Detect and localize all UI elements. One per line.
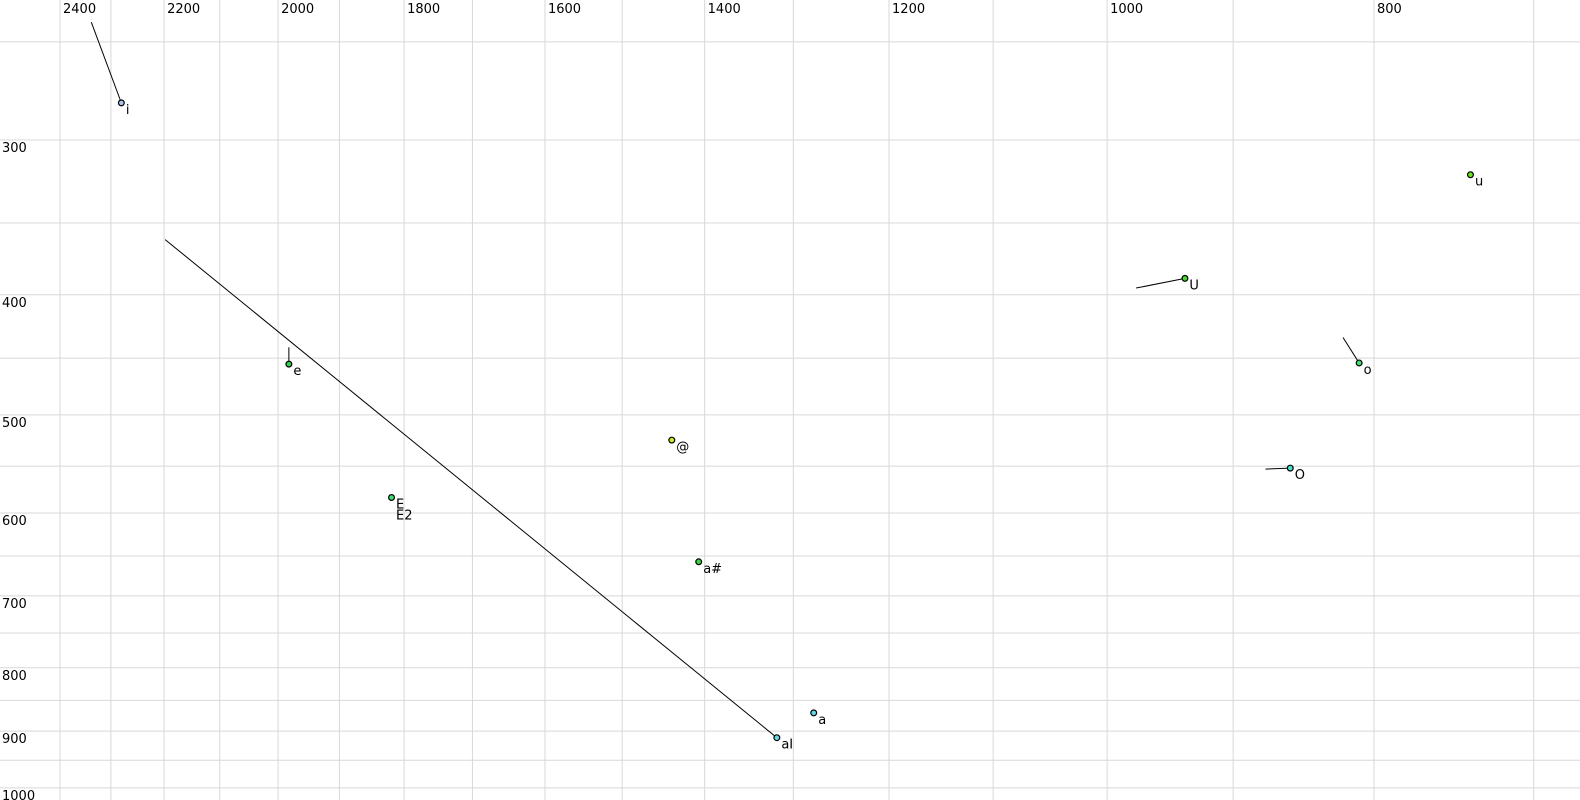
x-axis-tick-label: 2400 [63, 2, 96, 17]
y-axis-tick-label: 500 [2, 416, 27, 431]
vowel-point-o [1355, 359, 1363, 367]
y-axis-tick-label: 700 [2, 597, 27, 612]
formant-trajectory-U [1136, 277, 1186, 289]
formant-trajectory-O [1265, 467, 1291, 470]
vowel-label-i: i [126, 103, 130, 118]
x-axis-tick-label: 1200 [892, 2, 925, 17]
vowel-label-E2: E2 [396, 509, 413, 524]
vowel-label-e: e [293, 364, 301, 379]
vowel-label-O: O [1295, 468, 1305, 483]
vowel-point-a [810, 709, 818, 717]
y-axis-tick-label: 400 [2, 296, 27, 311]
y-axis-tick-label: 900 [2, 732, 27, 747]
vowel-point-a# [695, 558, 703, 566]
x-axis-tick-label: 1800 [407, 2, 440, 17]
vowel-label-o: o [1364, 363, 1372, 378]
vowel-point-e [285, 360, 293, 368]
y-axis-tick-label: 300 [2, 141, 27, 156]
y-axis-tick-label: 600 [2, 514, 27, 529]
formant-trajectory-i [90, 21, 122, 104]
y-axis-tick-label: 800 [2, 669, 27, 684]
x-axis-tick-label: 2000 [281, 2, 314, 17]
vowel-point-u [1466, 171, 1474, 179]
vowel-point-O [1286, 464, 1294, 472]
vowel-label-aI: aI [781, 738, 793, 753]
formant-trajectory-o [1342, 337, 1360, 364]
x-axis-tick-label: 1000 [1110, 2, 1143, 17]
x-axis-tick-label: 1600 [548, 2, 581, 17]
vowel-label-E: E [396, 498, 404, 513]
vowel-label-a#: a# [703, 562, 722, 577]
vowel-point-aI [773, 734, 781, 742]
vowel-label-U: U [1189, 278, 1199, 293]
vowel-label-@: @ [676, 440, 689, 455]
x-axis-tick-label: 1400 [708, 2, 741, 17]
x-axis-tick-label: 800 [1377, 2, 1402, 17]
y-axis-tick-label: 1000 [2, 789, 35, 800]
vowel-point-E [388, 494, 396, 502]
vowel-point-U [1181, 274, 1189, 282]
vowel-label-a: a [818, 713, 826, 728]
vowel-point-@ [668, 436, 676, 444]
formant-trajectory-aI [164, 239, 778, 739]
vowel-label-u: u [1475, 175, 1483, 190]
vowel-point-i [117, 99, 125, 107]
x-axis-tick-label: 2200 [167, 2, 200, 17]
